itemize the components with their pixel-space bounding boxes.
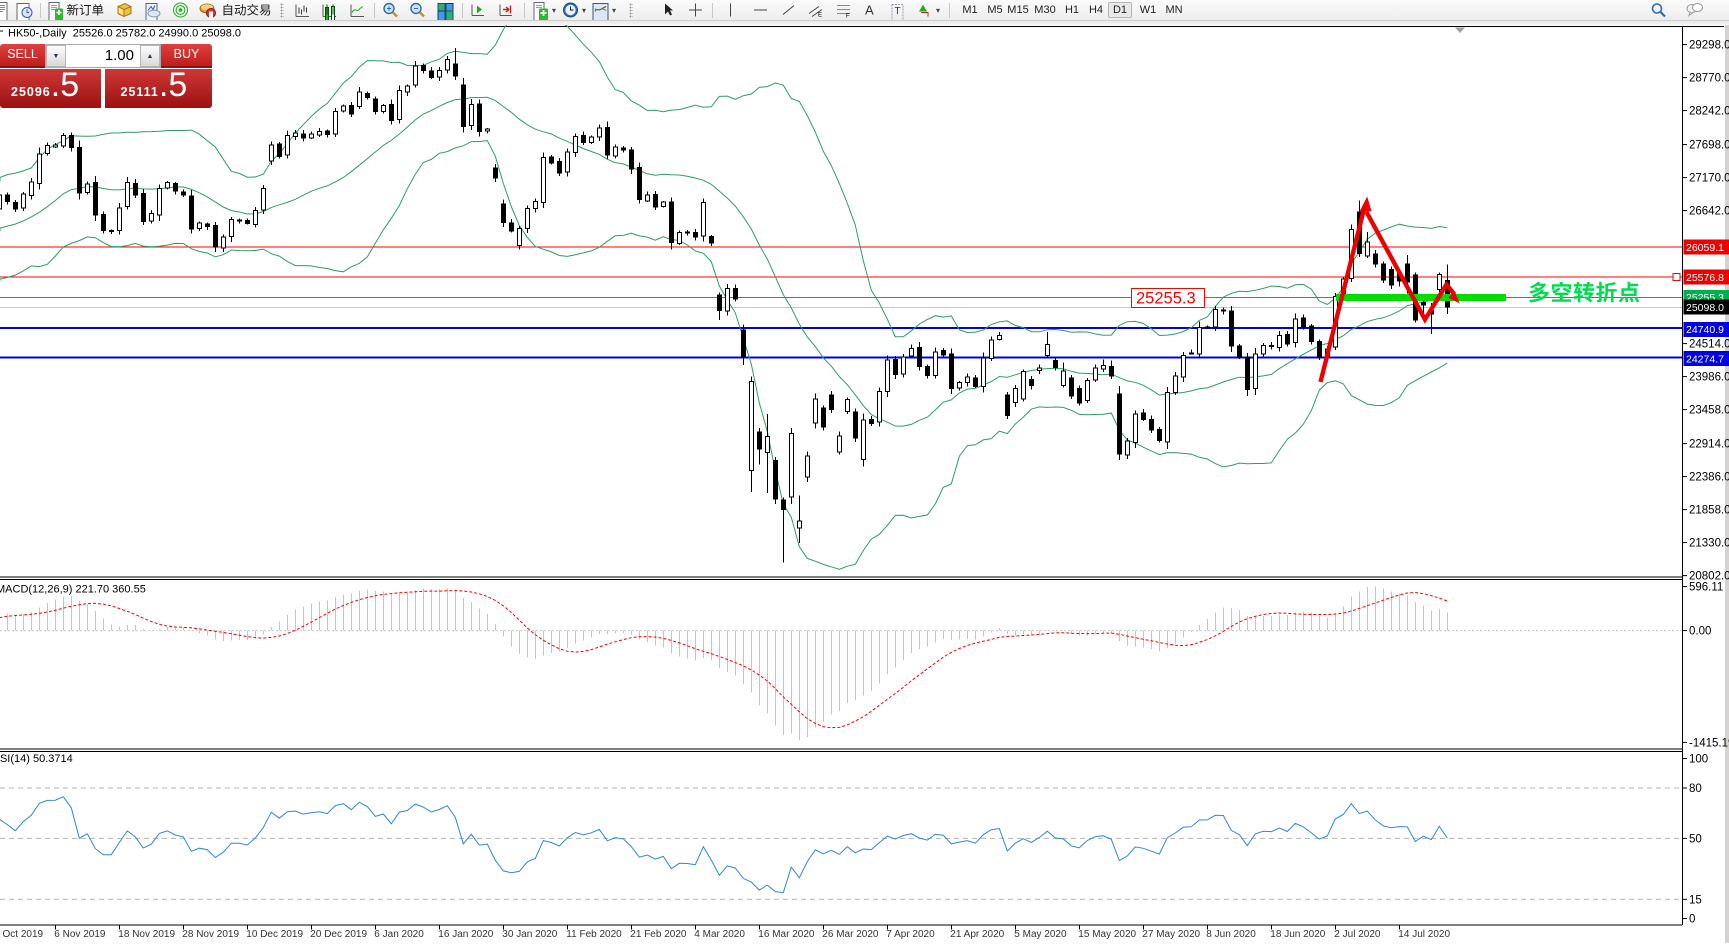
svg-text:25255.3: 25255.3 bbox=[1136, 290, 1196, 308]
svg-text:26642.0: 26642.0 bbox=[1689, 206, 1729, 218]
svg-text:T: T bbox=[895, 6, 901, 17]
svg-text:10 Dec 2019: 10 Dec 2019 bbox=[246, 929, 303, 940]
svg-text:6 Jan 2020: 6 Jan 2020 bbox=[374, 929, 424, 940]
svg-text:2 Jul 2020: 2 Jul 2020 bbox=[1334, 929, 1381, 940]
svg-text:14 Jul 2020: 14 Jul 2020 bbox=[1398, 929, 1450, 940]
svg-text:22386.0: 22386.0 bbox=[1689, 472, 1729, 484]
svg-text:30 Jan 2020: 30 Jan 2020 bbox=[502, 929, 557, 940]
svg-text:HK50-,Daily 25526.0 25782.0 2: HK50-,Daily 25526.0 25782.0 24990.0 2509… bbox=[8, 28, 241, 40]
svg-text:22914.0: 22914.0 bbox=[1689, 439, 1729, 451]
svg-text:5 May 2020: 5 May 2020 bbox=[1014, 929, 1067, 940]
svg-text:18 Jun 2020: 18 Jun 2020 bbox=[1270, 929, 1325, 940]
svg-text:24514.0: 24514.0 bbox=[1689, 339, 1729, 351]
svg-text:21330.0: 21330.0 bbox=[1689, 538, 1729, 550]
svg-text:11 Feb 2020: 11 Feb 2020 bbox=[566, 929, 622, 940]
svg-text:24274.7: 24274.7 bbox=[1686, 353, 1724, 365]
svg-text:28 Nov 2019: 28 Nov 2019 bbox=[182, 929, 239, 940]
svg-text:18 Nov 2019: 18 Nov 2019 bbox=[118, 929, 175, 940]
svg-text:E: E bbox=[818, 13, 822, 19]
svg-text:29298.0: 29298.0 bbox=[1689, 40, 1729, 52]
svg-text:24740.9: 24740.9 bbox=[1686, 324, 1724, 336]
svg-text:15: 15 bbox=[1689, 894, 1702, 906]
svg-text:27 May 2020: 27 May 2020 bbox=[1142, 929, 1200, 940]
svg-text:26059.1: 26059.1 bbox=[1686, 242, 1724, 254]
svg-text:15 May 2020: 15 May 2020 bbox=[1078, 929, 1136, 940]
svg-text:0.00: 0.00 bbox=[1689, 626, 1711, 638]
svg-text:0: 0 bbox=[1689, 914, 1695, 926]
svg-text:MACD(12,26,9) 221.70 360.55: MACD(12,26,9) 221.70 360.55 bbox=[0, 584, 146, 596]
svg-text:16 Jan 2020: 16 Jan 2020 bbox=[438, 929, 493, 940]
svg-text:20 Dec 2019: 20 Dec 2019 bbox=[310, 929, 367, 940]
svg-text:100: 100 bbox=[1689, 754, 1708, 766]
svg-text:F: F bbox=[846, 14, 850, 20]
svg-text:596.11: 596.11 bbox=[1689, 582, 1723, 594]
svg-text:16 Mar 2020: 16 Mar 2020 bbox=[758, 929, 815, 940]
svg-text:28770.0: 28770.0 bbox=[1689, 73, 1729, 85]
svg-text:21858.0: 21858.0 bbox=[1689, 505, 1729, 517]
svg-text:23986.0: 23986.0 bbox=[1689, 372, 1729, 384]
svg-text:21 Apr 2020: 21 Apr 2020 bbox=[950, 929, 1004, 940]
svg-text:23458.0: 23458.0 bbox=[1689, 405, 1729, 417]
svg-text:6 Nov 2019: 6 Nov 2019 bbox=[54, 929, 106, 940]
svg-text:25098.0: 25098.0 bbox=[1686, 302, 1724, 314]
svg-text:28242.0: 28242.0 bbox=[1689, 106, 1729, 118]
svg-text:50: 50 bbox=[1689, 833, 1702, 845]
svg-text:8 Jun 2020: 8 Jun 2020 bbox=[1206, 929, 1256, 940]
svg-text:7 Apr 2020: 7 Apr 2020 bbox=[886, 929, 935, 940]
svg-text:27698.0: 27698.0 bbox=[1689, 140, 1729, 152]
svg-text:21 Feb 2020: 21 Feb 2020 bbox=[630, 929, 687, 940]
svg-text:80: 80 bbox=[1689, 783, 1702, 795]
svg-text:26 Mar 2020: 26 Mar 2020 bbox=[822, 929, 879, 940]
svg-text:-1415.19: -1415.19 bbox=[1689, 737, 1729, 749]
svg-text:4 Mar 2020: 4 Mar 2020 bbox=[694, 929, 745, 940]
svg-text:RSI(14) 50.3714: RSI(14) 50.3714 bbox=[0, 753, 73, 765]
svg-text:Oct 2019: Oct 2019 bbox=[3, 929, 44, 940]
svg-text:A: A bbox=[865, 3, 874, 18]
svg-text:27170.0: 27170.0 bbox=[1689, 173, 1729, 185]
svg-text:25576.8: 25576.8 bbox=[1686, 272, 1724, 284]
